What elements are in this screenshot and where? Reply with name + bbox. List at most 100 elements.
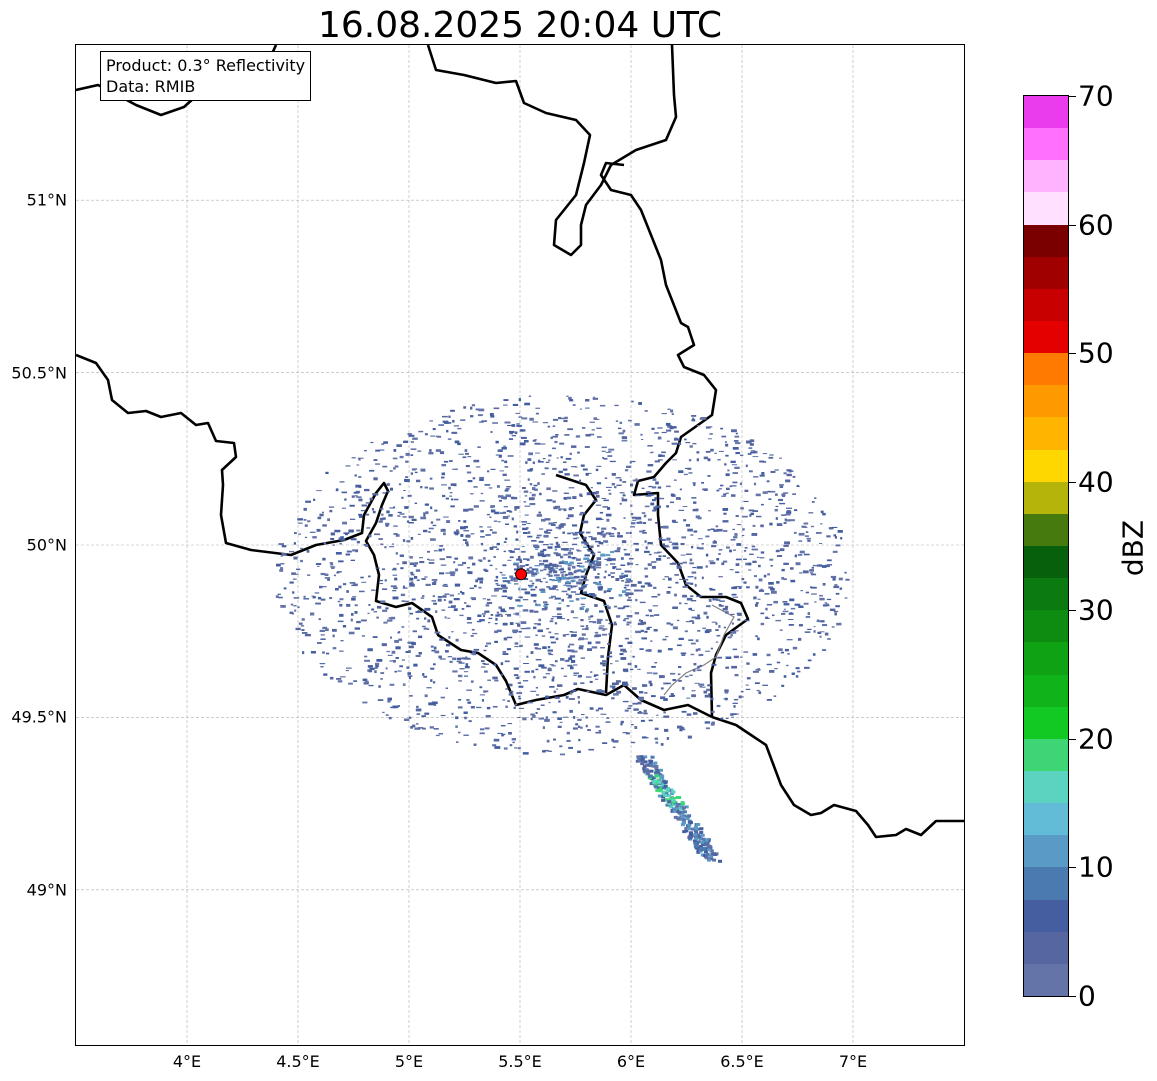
echo-pixel [567, 496, 572, 500]
echo-pixel [446, 429, 449, 433]
echo-pixel [590, 487, 593, 489]
echo-pixel [502, 622, 508, 626]
echo-pixel [696, 566, 703, 569]
echo-pixel [310, 651, 316, 654]
echo-pixel [694, 583, 697, 587]
echo-pixel [442, 595, 447, 598]
echo-pixel [545, 553, 551, 557]
echo-pixel [731, 716, 734, 718]
radar-map[interactable] [75, 44, 965, 1046]
echo-pixel [783, 492, 789, 494]
echo-pixel [757, 637, 760, 641]
echo-pixel [382, 517, 386, 520]
echo-pixel [509, 744, 513, 747]
echo-pixel [807, 628, 812, 630]
echo-pixel [515, 622, 520, 624]
echo-pixel [276, 563, 281, 567]
echo-pixel [463, 406, 467, 409]
echo-pixel [650, 502, 655, 506]
echo-pixel [439, 658, 446, 660]
echo-pixel [644, 550, 650, 553]
echo-pixel [701, 543, 704, 545]
echo-pixel [448, 636, 451, 639]
echo-pixel [717, 656, 722, 659]
echo-pixel [483, 663, 489, 665]
echo-pixel [416, 579, 420, 581]
echo-pixel [619, 502, 622, 505]
echo-pixel [527, 535, 533, 538]
colorbar-tick-label: 50 [1078, 336, 1114, 370]
echo-pixel [770, 471, 775, 473]
echo-pixel [686, 713, 692, 716]
echo-pixel [566, 593, 569, 596]
echo-pixel [402, 516, 407, 518]
echo-pixel [619, 576, 623, 579]
echo-pixel [511, 435, 516, 437]
echo-pixel [369, 469, 375, 472]
echo-pixel [430, 679, 433, 682]
echo-pixel [504, 479, 510, 481]
echo-pixel [622, 732, 628, 734]
echo-pixel [780, 651, 784, 654]
echo-pixel [382, 609, 388, 612]
echo-pixel [433, 550, 438, 552]
y-tick-label: 50°N [26, 535, 67, 555]
echo-pixel [592, 396, 595, 399]
echo-pixel [657, 459, 663, 461]
echo-pixel [551, 616, 558, 618]
echo-pixel [642, 764, 647, 768]
echo-pixel [727, 469, 730, 472]
echo-pixel [513, 706, 516, 709]
echo-pixel [635, 516, 642, 520]
echo-pixel [716, 558, 720, 561]
echo-pixel [601, 527, 607, 530]
echo-pixel [400, 567, 404, 570]
echo-pixel [470, 706, 475, 709]
echo-pixel [532, 421, 539, 423]
echo-pixel [349, 582, 356, 584]
echo-pixel [784, 519, 791, 522]
echo-pixel [743, 558, 747, 560]
echo-pixel [448, 415, 451, 418]
echo-pixel [346, 590, 349, 593]
echo-pixel [573, 537, 577, 540]
echo-pixel [437, 596, 443, 598]
echo-pixel [503, 404, 508, 406]
echo-pixel [641, 512, 646, 514]
echo-pixel [523, 501, 527, 503]
echo-pixel [319, 513, 324, 517]
echo-pixel [522, 487, 526, 489]
echo-pixel [815, 532, 822, 534]
echo-pixel [626, 621, 632, 624]
echo-pixel [666, 429, 672, 432]
echo-pixel [504, 660, 510, 663]
echo-pixel [484, 610, 490, 613]
echo-pixel [662, 638, 667, 641]
echo-pixel [681, 818, 686, 822]
echo-pixel [528, 585, 533, 588]
echo-pixel [292, 591, 295, 594]
echo-pixel [581, 541, 587, 544]
echo-pixel [514, 431, 518, 435]
echo-pixel [415, 723, 419, 725]
echo-pixel [725, 473, 730, 477]
colorbar-segment [1024, 835, 1068, 868]
echo-pixel [516, 558, 522, 561]
echo-pixel [449, 594, 454, 597]
echo-pixel [592, 491, 598, 495]
echo-pixel [572, 496, 577, 499]
colorbar-tick-mark [1069, 996, 1076, 997]
echo-pixel [520, 621, 527, 624]
echo-pixel [668, 541, 672, 543]
echo-pixel [396, 563, 400, 565]
echo-pixel [709, 426, 713, 428]
echo-pixel [516, 530, 519, 534]
echo-pixel [421, 595, 425, 597]
echo-pixel [458, 680, 462, 682]
echo-pixel [666, 485, 671, 488]
echo-pixel [506, 486, 512, 488]
echo-pixel [304, 633, 311, 637]
echo-pixel [634, 612, 640, 615]
echo-pixel [640, 757, 645, 760]
echo-pixel [630, 741, 636, 744]
